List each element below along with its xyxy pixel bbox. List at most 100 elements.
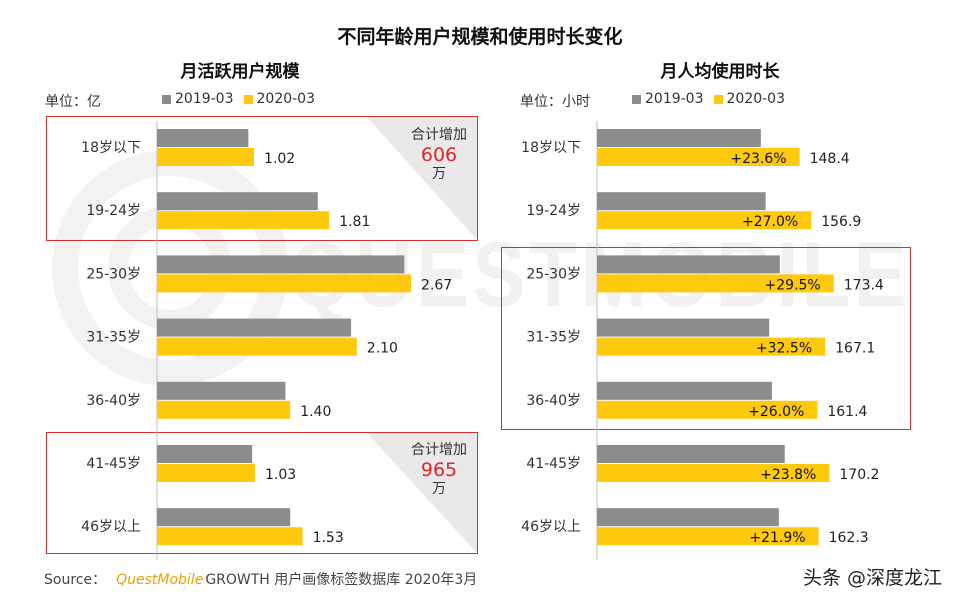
left-unit-label: 单位：亿: [45, 94, 101, 110]
bar-2019: [157, 192, 318, 211]
growth-label: +27.0%: [742, 214, 798, 230]
legend-label-2020: 2020-03: [256, 91, 316, 107]
total-note-top-unit: 万: [432, 166, 446, 182]
right-legend: 2019-03 2020-03: [632, 91, 795, 107]
bar-2019: [157, 318, 352, 337]
bar-2019: [597, 318, 770, 337]
category-label: 25-30岁: [86, 266, 141, 282]
bar-2019: [157, 508, 291, 527]
legend-item-2020-right: 2020-03: [713, 91, 786, 107]
value-label: 170.2: [839, 467, 879, 483]
category-label: 41-45岁: [86, 456, 141, 472]
value-label: 162.3: [829, 530, 869, 546]
value-label: 1.40: [300, 404, 331, 420]
bar-2020: [157, 148, 255, 166]
bar-2020: [157, 527, 303, 546]
value-label: 1.53: [313, 530, 344, 546]
right-unit-label: 单位：小时: [520, 94, 590, 110]
total-note-top: 合计增加 606 万: [404, 127, 474, 183]
growth-label: +29.5%: [765, 277, 821, 293]
legend-swatch-2019: [162, 94, 171, 104]
bar-2019: [597, 192, 766, 211]
source-brand: QuestMobile: [116, 572, 204, 588]
growth-label: +23.6%: [730, 151, 786, 167]
bar-2019: [157, 445, 253, 463]
bar-2020: [157, 211, 330, 230]
bar-2020: [597, 148, 800, 166]
category-label: 19-24岁: [526, 203, 581, 219]
total-note-top-label: 合计增加: [411, 127, 467, 143]
legend-label-2019-right: 2019-03: [645, 91, 704, 107]
bar-2019: [157, 129, 249, 147]
bar-2020: [157, 274, 412, 293]
category-label: 18岁以下: [81, 140, 141, 156]
growth-label: +32.5%: [756, 341, 812, 357]
legend-swatch-2019-right: [632, 94, 641, 104]
value-label: 2.67: [421, 277, 452, 293]
value-label: 148.4: [810, 151, 850, 167]
category-label: 36-40岁: [86, 393, 141, 409]
legend-label-2020-right: 2020-03: [726, 91, 786, 107]
value-label: 2.10: [367, 341, 398, 357]
left-highlight-box-top: [46, 116, 478, 241]
growth-label: +23.8%: [760, 467, 816, 483]
left-highlight-box-bottom: [46, 432, 478, 554]
category-label: 31-35岁: [86, 330, 141, 346]
bar-2020: [597, 464, 830, 482]
left-chart-title: 月活跃用户规模: [180, 62, 300, 82]
source-prefix: Source：: [44, 572, 107, 588]
bar-2020: [157, 464, 255, 482]
brand-mark: 头条 @深度龙江: [802, 567, 942, 589]
total-note-bottom-value: 965: [420, 459, 458, 481]
value-label: 167.1: [835, 341, 875, 357]
source-text: GROWTH 用户画像标签数据库 2020年3月: [205, 572, 478, 588]
bar-2019: [597, 255, 780, 274]
bar-2019: [597, 445, 785, 463]
right-bar-chart: 18岁以下 148.4 +23.6% 19-24岁 156.9 +27.0% 25-30岁 1…: [521, 121, 884, 560]
bar-2020: [157, 337, 357, 356]
legend-swatch-2020: [243, 94, 253, 104]
total-note-bottom: 合计增加 965 万: [404, 442, 474, 498]
category-label: 46岁以上: [521, 519, 581, 535]
legend-swatch-2020-right: [713, 94, 723, 104]
bar-2020: [597, 527, 819, 546]
growth-label: +21.9%: [749, 530, 805, 546]
source-line: Source： QuestMobile GROWTH 用户画像标签数据库 2020年…: [44, 569, 477, 589]
value-label: 173.4: [844, 277, 884, 293]
bar-2019: [157, 381, 286, 400]
value-label: 156.9: [821, 214, 861, 230]
value-label: 161.4: [827, 404, 867, 420]
category-label: 25-30岁: [526, 266, 581, 282]
category-label: 46岁以上: [81, 519, 141, 535]
category-label: 36-40岁: [526, 393, 581, 409]
category-label: 19-24岁: [86, 203, 141, 219]
bar-2020: [597, 211, 812, 230]
right-highlight-box: [501, 247, 911, 430]
value-label: 1.02: [264, 151, 295, 167]
value-label: 1.81: [339, 214, 370, 230]
bar-2020: [597, 400, 818, 419]
bar-2020: [157, 400, 291, 419]
bar-2019: [597, 508, 779, 527]
bar-2020: [597, 337, 826, 356]
category-label: 18岁以下: [521, 140, 581, 156]
legend-label-2019: 2019-03: [175, 91, 234, 107]
bar-2020: [597, 274, 834, 293]
highlight-corner-shade: [367, 117, 477, 240]
legend-item-2019-right: 2019-03: [632, 91, 704, 107]
left-bar-chart: 18岁以下 1.02 19-24岁 1.81 25-30岁 2.67 31-35岁 2.10 3…: [81, 121, 452, 560]
bar-2019: [597, 129, 761, 147]
category-label: 41-45岁: [526, 456, 581, 472]
legend-item-2020: 2020-03: [243, 91, 316, 107]
left-legend: 2019-03 2020-03: [162, 91, 325, 107]
total-note-bottom-unit: 万: [432, 481, 446, 497]
right-chart-title: 月人均使用时长: [660, 62, 780, 82]
category-label: 31-35岁: [526, 330, 581, 346]
highlight-corner-shade-bottom: [367, 433, 477, 553]
bar-2019: [157, 255, 405, 274]
total-note-bottom-label: 合计增加: [411, 442, 467, 458]
growth-label: +26.0%: [748, 404, 804, 420]
total-note-top-value: 606: [420, 144, 458, 166]
legend-item-2019: 2019-03: [162, 91, 234, 107]
main-title: 不同年龄用户规模和使用时长变化: [337, 26, 623, 48]
